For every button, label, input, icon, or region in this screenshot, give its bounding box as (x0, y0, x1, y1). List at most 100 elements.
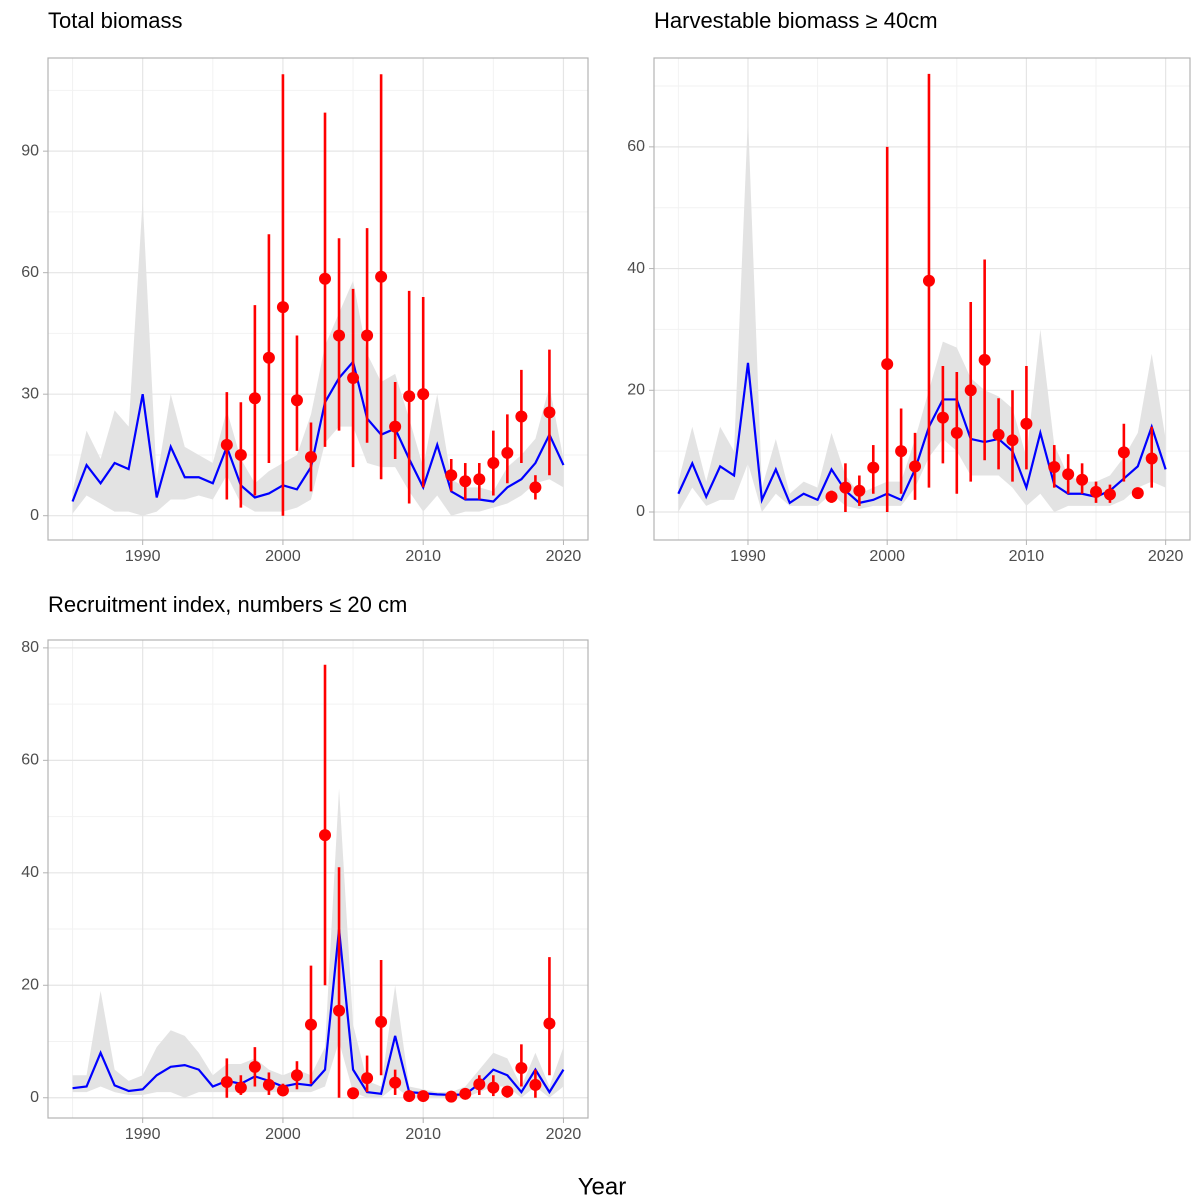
observation-point (417, 388, 430, 401)
y-tick-label: 20 (627, 382, 645, 399)
observation-point (333, 329, 346, 342)
panel-background (48, 640, 588, 1118)
observation-point (1006, 434, 1019, 447)
x-tick-label: 2010 (1009, 548, 1045, 565)
observation-point (361, 1072, 374, 1085)
observation-point (543, 406, 556, 419)
panel-border (653, 57, 1191, 541)
y-tick-label: 40 (627, 260, 645, 277)
observation-point (515, 1061, 528, 1074)
y-tick-label: 30 (21, 385, 39, 402)
observation-point (445, 469, 458, 482)
observation-point (445, 1090, 458, 1103)
x-tick-label: 2020 (546, 1126, 582, 1143)
observation-point (262, 1078, 275, 1091)
observation-point (319, 829, 332, 842)
observation-point (375, 270, 388, 283)
observation-point (515, 410, 528, 423)
observation-point (936, 411, 949, 424)
observation-point (978, 353, 991, 366)
y-tick-label: 80 (21, 639, 39, 656)
observation-point (1103, 488, 1116, 501)
observation-point (234, 448, 247, 461)
y-tick-label: 40 (21, 864, 39, 881)
observation-point (389, 420, 402, 433)
observation-point (220, 438, 233, 451)
x-tick-label: 2000 (265, 548, 301, 565)
y-tick-label: 60 (21, 752, 39, 769)
observation-point (1145, 452, 1158, 465)
observation-point (867, 461, 880, 474)
observation-point (922, 274, 935, 287)
observation-point (529, 481, 542, 494)
observation-point (333, 1004, 346, 1017)
observation-point (853, 484, 866, 497)
observation-point (909, 460, 922, 473)
confidence-band (678, 116, 1166, 513)
observation-point (881, 358, 894, 371)
x-tick-label: 2010 (405, 548, 441, 565)
observation-point (473, 1078, 486, 1091)
observation-point (220, 1076, 233, 1089)
observation-point (1020, 417, 1033, 430)
observation-point (473, 473, 486, 486)
observation-point (403, 1090, 416, 1103)
panel-title: Harvestable biomass ≥ 40cm (654, 8, 938, 33)
observation-point (1117, 446, 1130, 459)
panel-border (47, 639, 589, 1119)
observation-point (839, 481, 852, 494)
y-tick-label: 0 (30, 507, 39, 524)
observation-point (347, 371, 360, 384)
panel-title: Total biomass (48, 8, 183, 33)
y-tick-label: 60 (627, 138, 645, 155)
observation-point (1048, 460, 1061, 473)
observation-point (248, 1060, 261, 1073)
observation-point (234, 1081, 247, 1094)
panel-border (47, 57, 589, 541)
y-tick-label: 60 (21, 264, 39, 281)
observation-point (992, 428, 1005, 441)
x-tick-label: 2020 (1148, 548, 1184, 565)
observation-point (501, 1085, 514, 1098)
observation-point (276, 1084, 289, 1097)
observation-point (389, 1076, 402, 1089)
observation-point (529, 1078, 542, 1091)
y-tick-label: 0 (636, 503, 645, 520)
panel-title: Recruitment index, numbers ≤ 20 cm (48, 592, 407, 617)
observation-point (375, 1015, 388, 1028)
observation-point (248, 392, 261, 405)
observation-point (459, 475, 472, 488)
observation-point (543, 1017, 556, 1030)
observation-point (319, 272, 332, 285)
observation-point (964, 384, 977, 397)
observation-point (1076, 473, 1089, 486)
y-tick-label: 20 (21, 977, 39, 994)
x-tick-label: 2000 (265, 1126, 301, 1143)
observation-point (825, 490, 838, 503)
observation-point (403, 390, 416, 403)
observation-point (1131, 487, 1144, 500)
model-line (71, 359, 565, 503)
observation-point (501, 446, 514, 459)
observation-point (950, 426, 963, 439)
observation-point (459, 1087, 472, 1100)
x-tick-label: 1990 (125, 548, 161, 565)
observation-point (417, 1090, 430, 1103)
observation-point (290, 1069, 303, 1082)
model-line (677, 362, 1167, 505)
observation-point (304, 450, 317, 463)
observation-point (487, 1081, 500, 1094)
observation-point (276, 301, 289, 314)
observation-point (1062, 468, 1075, 481)
x-tick-label: 2010 (405, 1126, 441, 1143)
x-tick-label: 2000 (869, 548, 905, 565)
observation-point (304, 1018, 317, 1031)
x-tick-label: 1990 (730, 548, 766, 565)
observation-point (347, 1087, 360, 1100)
observation-point (262, 351, 275, 364)
x-axis-title: Year (578, 1173, 627, 1200)
observation-point (487, 457, 500, 470)
observation-point (290, 394, 303, 407)
